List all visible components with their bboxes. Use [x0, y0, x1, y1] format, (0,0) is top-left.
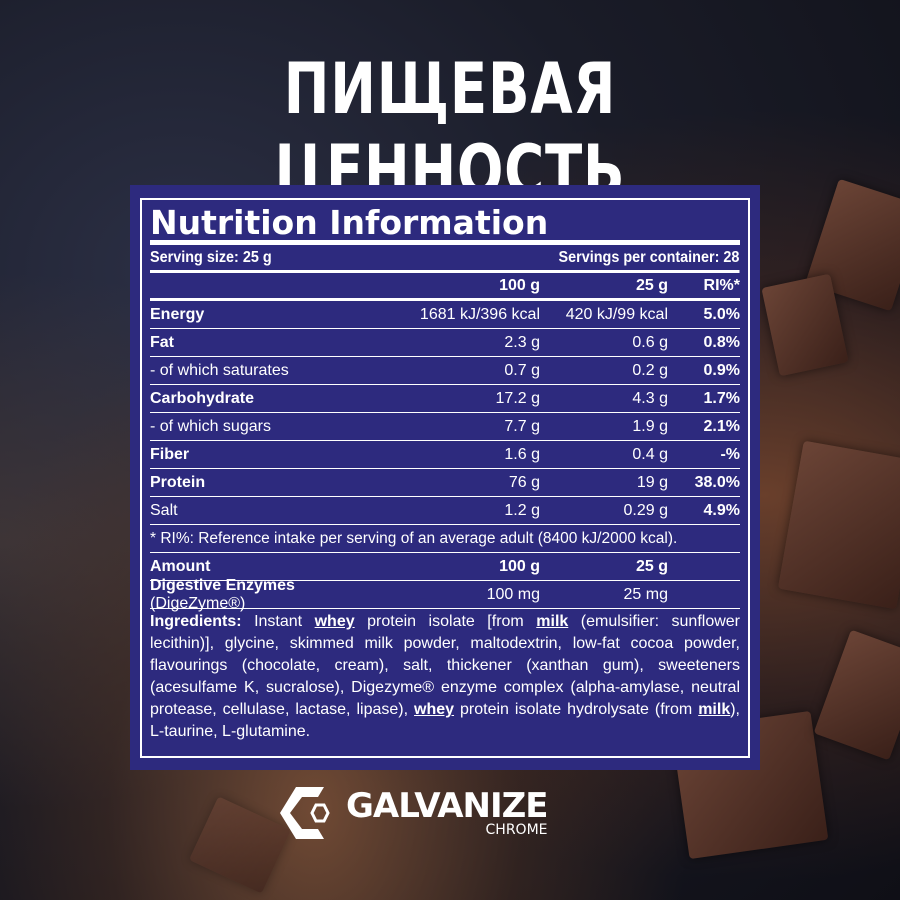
value-25g: 420 kJ/99 kcal	[565, 305, 668, 323]
value-100g: 17.2 g	[495, 389, 540, 407]
nutrient-row: - of which saturates 0.7 g 0.2 g 0.9%	[150, 357, 740, 385]
col-25g: 25 g	[635, 276, 668, 294]
value-100g: 76 g	[508, 473, 540, 491]
value-ri: -%	[720, 445, 740, 463]
servings-per-container: Servings per container: 28	[558, 248, 740, 266]
value-ri: 5.0%	[703, 305, 740, 323]
value-ri: 0.9%	[703, 361, 740, 379]
column-header: 100 g 25 g RI%*	[150, 273, 740, 301]
label-title: Nutrition Information	[150, 200, 740, 245]
value-ri: 0.8%	[703, 333, 740, 351]
nutrient-name: - of which sugars	[150, 417, 271, 435]
value-100g: 7.7 g	[504, 417, 540, 435]
ingredients: Ingredients: Instant whey protein isolat…	[150, 613, 740, 740]
amount-header: Amount 100 g 25 g	[150, 553, 740, 581]
value-100g: 1.2 g	[504, 501, 540, 519]
value-25g: 0.4 g	[632, 445, 668, 463]
value-25g: 0.29 g	[623, 501, 668, 519]
enzymes-row: Digestive Enzymes (DigeZyme®) 100 mg 25 …	[150, 577, 740, 612]
nutrient-row: Protein 76 g 19 g 38.0%	[150, 469, 740, 497]
nutrient-row: Energy 1681 kJ/396 kcal 420 kJ/99 kcal 5.0%	[150, 301, 740, 329]
col-100g: 100 g	[499, 276, 540, 294]
nutrient-name: Carbohydrate	[150, 389, 255, 407]
nutrient-name: Energy	[150, 305, 205, 323]
value-100g: 1681 kJ/396 kcal	[419, 305, 540, 323]
value-25g: 19 g	[636, 473, 668, 491]
value-100g: 0.7 g	[504, 361, 540, 379]
footnote: * RI%: Reference intake per serving of a…	[150, 525, 740, 553]
value-25g: 0.2 g	[632, 361, 668, 379]
nutrient-row: - of which sugars 7.7 g 1.9 g 2.1%	[150, 413, 740, 441]
value-ri: 4.9%	[703, 501, 740, 519]
col-ri: RI%*	[703, 276, 740, 294]
serving-size: Serving size: 25 g	[150, 248, 272, 266]
nutrition-panel: Nutrition Information Serving size: 25 g…	[130, 185, 760, 770]
nutrient-name: - of which saturates	[150, 361, 289, 379]
nutrient-row: Fat 2.3 g 0.6 g 0.8%	[150, 329, 740, 357]
hexagon-logo-icon	[280, 787, 330, 839]
value-25g: 1.9 g	[632, 417, 668, 435]
nutrient-row: Fiber 1.6 g 0.4 g -%	[150, 441, 740, 469]
nutrient-name: Fiber	[150, 445, 190, 463]
value-25g: 0.6 g	[632, 333, 668, 351]
nutrient-name: Fat	[150, 333, 174, 351]
value-100g: 1.6 g	[504, 445, 540, 463]
value-ri: 1.7%	[703, 389, 740, 407]
brand-logo: GALVANIZE CHROME	[278, 785, 549, 841]
nutrient-name: Salt	[150, 501, 178, 519]
nutrient-name: Protein	[150, 473, 206, 491]
nutrient-row: Salt 1.2 g 0.29 g 4.9%	[150, 497, 740, 525]
value-ri: 2.1%	[703, 417, 740, 435]
value-25g: 4.3 g	[632, 389, 668, 407]
value-ri: 38.0%	[694, 473, 740, 491]
value-100g: 2.3 g	[504, 333, 540, 351]
nutrient-row: Carbohydrate 17.2 g 4.3 g 1.7%	[150, 385, 740, 413]
